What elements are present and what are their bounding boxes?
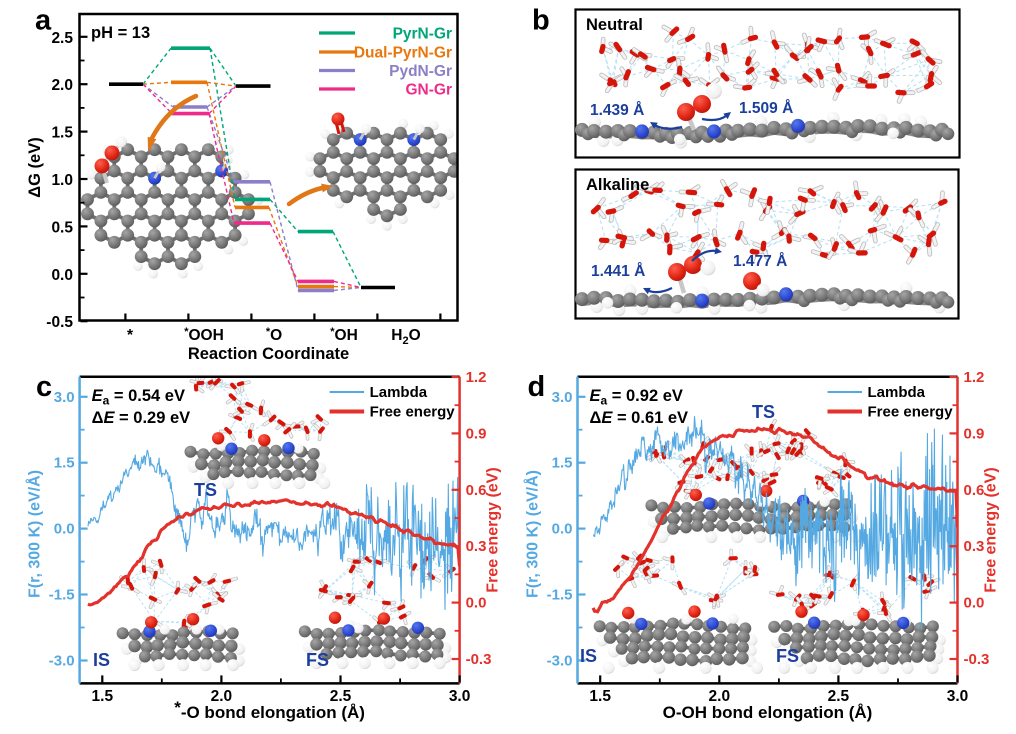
svg-text:FS: FS xyxy=(306,650,329,670)
svg-text:b: b xyxy=(532,5,550,37)
svg-text:Neutral: Neutral xyxy=(586,16,643,34)
svg-text:F(r, 300 K) (eV/Å): F(r, 300 K) (eV/Å) xyxy=(25,470,44,598)
svg-text:1.0: 1.0 xyxy=(51,172,73,189)
svg-text:PyrN-Gr: PyrN-Gr xyxy=(393,26,452,43)
svg-text:-0.3: -0.3 xyxy=(964,651,990,668)
svg-text:-1.5: -1.5 xyxy=(49,587,75,604)
svg-text:d: d xyxy=(528,371,546,403)
svg-text:1.5: 1.5 xyxy=(552,455,573,472)
svg-text:0.0: 0.0 xyxy=(466,595,487,612)
svg-text:0.0: 0.0 xyxy=(54,521,75,538)
svg-text:Reaction Coordinate: Reaction Coordinate xyxy=(188,345,349,363)
svg-text:-0.3: -0.3 xyxy=(466,651,492,668)
svg-text:F(r, 300 K) (eV/Å): F(r, 300 K) (eV/Å) xyxy=(523,470,542,598)
svg-text:1.441 Å: 1.441 Å xyxy=(591,263,645,280)
svg-text:ΔG (eV): ΔG (eV) xyxy=(26,137,44,197)
svg-text:1.439 Å: 1.439 Å xyxy=(590,102,644,119)
svg-text:Lambda: Lambda xyxy=(370,384,428,401)
svg-text:2.5: 2.5 xyxy=(51,30,73,47)
svg-text:1.5: 1.5 xyxy=(54,455,75,472)
svg-text:0.0: 0.0 xyxy=(51,267,73,284)
svg-text:1.2: 1.2 xyxy=(466,369,487,386)
svg-text:0.3: 0.3 xyxy=(466,538,487,555)
svg-text:TS: TS xyxy=(752,402,775,422)
svg-text:3.0: 3.0 xyxy=(947,688,969,705)
svg-text:0.9: 0.9 xyxy=(964,425,985,442)
svg-text:GN-Gr: GN-Gr xyxy=(406,82,453,99)
svg-text:3.0: 3.0 xyxy=(54,389,75,406)
svg-text:O-OH bond elongation (Å): O-OH bond elongation (Å) xyxy=(663,703,873,722)
svg-text:ΔE = 0.29 eV: ΔE = 0.29 eV xyxy=(92,409,191,427)
svg-text:0.6: 0.6 xyxy=(466,482,487,499)
svg-text:0.3: 0.3 xyxy=(964,538,985,555)
svg-text:Free energy: Free energy xyxy=(370,404,456,421)
svg-text:1.5: 1.5 xyxy=(92,688,114,705)
svg-text:a: a xyxy=(35,5,52,37)
svg-text:*OOH: *OOH xyxy=(184,326,224,344)
svg-text:ΔE = 0.61 eV: ΔE = 0.61 eV xyxy=(590,409,689,427)
svg-text:1.509 Å: 1.509 Å xyxy=(739,100,793,117)
svg-text:0.6: 0.6 xyxy=(964,482,985,499)
svg-text:*OH: *OH xyxy=(330,326,358,344)
svg-text:0.5: 0.5 xyxy=(51,219,73,236)
svg-text:IS: IS xyxy=(580,646,597,666)
svg-text:-1.5: -1.5 xyxy=(547,587,573,604)
svg-text:c: c xyxy=(36,371,52,403)
svg-text:TS: TS xyxy=(194,480,217,500)
svg-text:Lambda: Lambda xyxy=(868,384,926,401)
svg-text:0.9: 0.9 xyxy=(466,425,487,442)
svg-text:IS: IS xyxy=(93,650,110,670)
svg-text:FS: FS xyxy=(776,646,799,666)
svg-text:Free energy (eV): Free energy (eV) xyxy=(983,467,1000,592)
svg-text:Dual-PyrN-Gr: Dual-PyrN-Gr xyxy=(354,45,452,62)
svg-text:2.0: 2.0 xyxy=(51,77,73,94)
svg-text:3.0: 3.0 xyxy=(449,688,471,705)
svg-text:-3.0: -3.0 xyxy=(547,653,573,670)
svg-text:1.2: 1.2 xyxy=(964,369,985,386)
svg-text:1.5: 1.5 xyxy=(51,125,73,142)
svg-text:0.0: 0.0 xyxy=(552,521,573,538)
svg-text:1.477 Å: 1.477 Å xyxy=(733,253,787,270)
svg-text:-3.0: -3.0 xyxy=(49,653,75,670)
svg-text:3.0: 3.0 xyxy=(552,389,573,406)
svg-text:1.5: 1.5 xyxy=(589,688,611,705)
svg-text:Free energy (eV): Free energy (eV) xyxy=(485,467,502,592)
svg-text:pH = 13: pH = 13 xyxy=(91,24,150,42)
svg-text:-0.5: -0.5 xyxy=(46,314,73,331)
svg-text:*: * xyxy=(127,327,134,344)
svg-text:PydN-Gr: PydN-Gr xyxy=(389,63,452,80)
svg-text:Alkaline: Alkaline xyxy=(586,176,649,194)
svg-text:0.0: 0.0 xyxy=(964,595,985,612)
svg-text:Free energy: Free energy xyxy=(868,404,954,421)
